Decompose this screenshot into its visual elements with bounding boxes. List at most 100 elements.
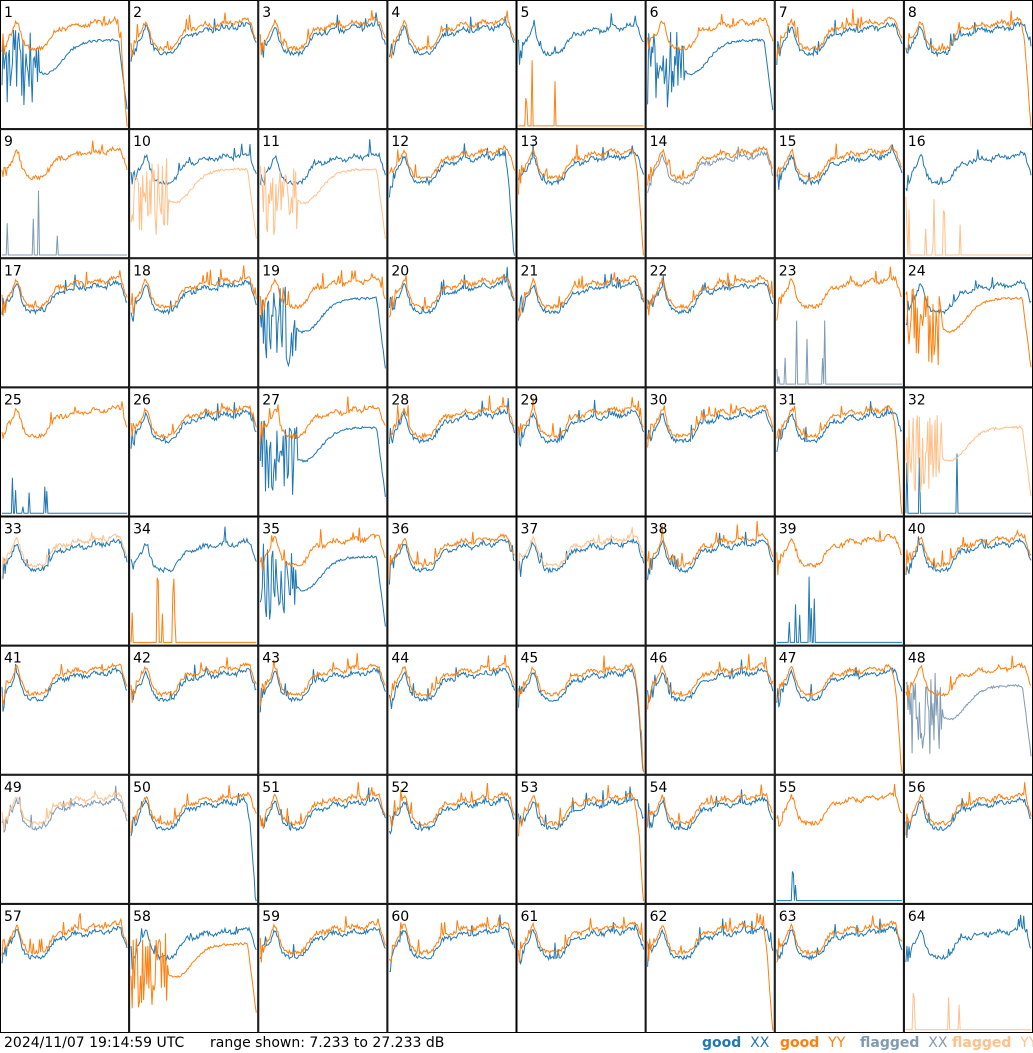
panel-frame — [0, 258, 130, 388]
series-xx-panel-35 — [259, 543, 386, 627]
panel-13: 13 — [516, 129, 646, 259]
footer-bar: 2024/11/07 19:14:59 UTC range shown: 7.2… — [0, 1033, 1033, 1053]
panel-frame — [903, 0, 1033, 130]
panel-label: 35 — [262, 522, 280, 538]
panel-39: 39 — [774, 516, 904, 646]
panel-frame — [258, 129, 388, 259]
panel-label: 18 — [133, 263, 151, 279]
panel-48: 48 — [903, 645, 1033, 775]
panel-frame — [645, 903, 775, 1033]
series-yy-panel-11 — [259, 165, 386, 239]
series-yy-panel-53 — [518, 785, 645, 902]
panel-23: 23 — [774, 258, 904, 388]
legend-good-yy: good YY — [780, 1033, 845, 1053]
series-xx-panel-43 — [259, 667, 386, 713]
series-xx-panel-61 — [518, 922, 645, 966]
series-yy-panel-44 — [388, 654, 515, 701]
series-xx-panel-25 — [2, 477, 128, 514]
panel-frame — [387, 258, 517, 388]
panel-32: 32 — [903, 387, 1033, 517]
series-yy-panel-34 — [130, 577, 257, 643]
series-xx-panel-29 — [518, 399, 645, 448]
series-yy-panel-26 — [130, 402, 257, 439]
panel-frame — [516, 645, 646, 775]
series-yy-panel-50 — [130, 784, 257, 834]
panel-label: 42 — [133, 651, 151, 667]
series-xx-panel-54 — [647, 789, 774, 831]
series-yy-panel-13 — [518, 144, 645, 256]
panel-frame — [774, 645, 904, 775]
series-yy-panel-6 — [647, 13, 774, 51]
panel-38: 38 — [645, 516, 775, 646]
series-yy-panel-14 — [647, 145, 774, 186]
series-yy-panel-35 — [259, 527, 386, 571]
panel-50: 50 — [129, 774, 259, 904]
panel-43: 43 — [258, 645, 388, 775]
series-yy-panel-38 — [647, 520, 774, 571]
series-xx-panel-22 — [647, 275, 774, 315]
panel-label: 54 — [650, 780, 668, 796]
series-yy-panel-31 — [776, 404, 903, 514]
panel-frame — [0, 0, 130, 130]
panel-31: 31 — [774, 387, 904, 517]
panel-6: 6 — [645, 0, 775, 130]
legend-good-xx: good XX — [702, 1033, 769, 1053]
series-yy-panel-4 — [388, 10, 515, 59]
panel-frame — [645, 129, 775, 259]
series-xx-panel-11 — [259, 139, 386, 186]
panel-label: 28 — [391, 392, 409, 408]
series-xx-panel-57 — [1, 925, 128, 964]
panel-frame — [903, 258, 1033, 388]
series-yy-panel-28 — [388, 395, 515, 439]
panel-46: 46 — [645, 645, 775, 775]
panel-frame — [645, 258, 775, 388]
panel-label: 5 — [521, 5, 530, 21]
panel-35: 35 — [258, 516, 388, 646]
series-yy-panel-30 — [647, 403, 774, 448]
panel-frame — [0, 387, 130, 517]
series-xx-panel-51 — [259, 787, 386, 832]
series-xx-panel-62 — [647, 918, 774, 967]
series-xx-panel-19 — [259, 286, 386, 369]
panel-8: 8 — [903, 0, 1033, 130]
legend-flagged-yy-prefix: flagged — [952, 1035, 1012, 1051]
series-yy-panel-41 — [1, 662, 128, 705]
panel-label: 51 — [262, 780, 280, 796]
panel-10: 10 — [129, 129, 259, 259]
panel-frame — [129, 0, 259, 130]
legend-good-yy-prefix: good — [780, 1035, 820, 1051]
panel-label: 57 — [4, 909, 22, 925]
panel-49: 49 — [0, 774, 130, 904]
series-xx-panel-21 — [518, 273, 645, 321]
series-yy-panel-40 — [905, 528, 1032, 574]
series-xx-panel-13 — [518, 144, 645, 186]
series-yy-panel-32 — [905, 415, 1032, 497]
series-xx-panel-12 — [388, 143, 515, 256]
panel-label: 53 — [521, 780, 539, 796]
series-yy-panel-27 — [259, 396, 386, 445]
panel-frame — [387, 387, 517, 517]
panel-44: 44 — [387, 645, 517, 775]
panel-label: 14 — [650, 134, 668, 150]
panel-52: 52 — [387, 774, 517, 904]
series-yy-panel-62 — [647, 913, 774, 1031]
panel-55: 55 — [774, 774, 904, 904]
panel-frame — [387, 645, 517, 775]
series-xx-panel-59 — [259, 927, 386, 960]
series-yy-panel-59 — [259, 916, 386, 963]
series-yy-panel-25 — [1, 401, 128, 439]
panel-label: 17 — [4, 263, 22, 279]
panel-label: 44 — [391, 651, 409, 667]
panel-54: 54 — [645, 774, 775, 904]
series-xx-panel-47 — [776, 666, 903, 708]
series-yy-panel-20 — [388, 275, 515, 318]
panel-label: 39 — [779, 522, 797, 538]
series-yy-panel-48 — [905, 655, 1032, 699]
panel-label: 19 — [262, 263, 280, 279]
panel-64: 64 — [903, 903, 1033, 1033]
series-xx-panel-16 — [905, 149, 1032, 192]
panel-frame — [516, 0, 646, 130]
panel-label: 23 — [779, 263, 797, 279]
series-xx-panel-49 — [1, 785, 128, 833]
series-yy-panel-15 — [776, 143, 902, 181]
